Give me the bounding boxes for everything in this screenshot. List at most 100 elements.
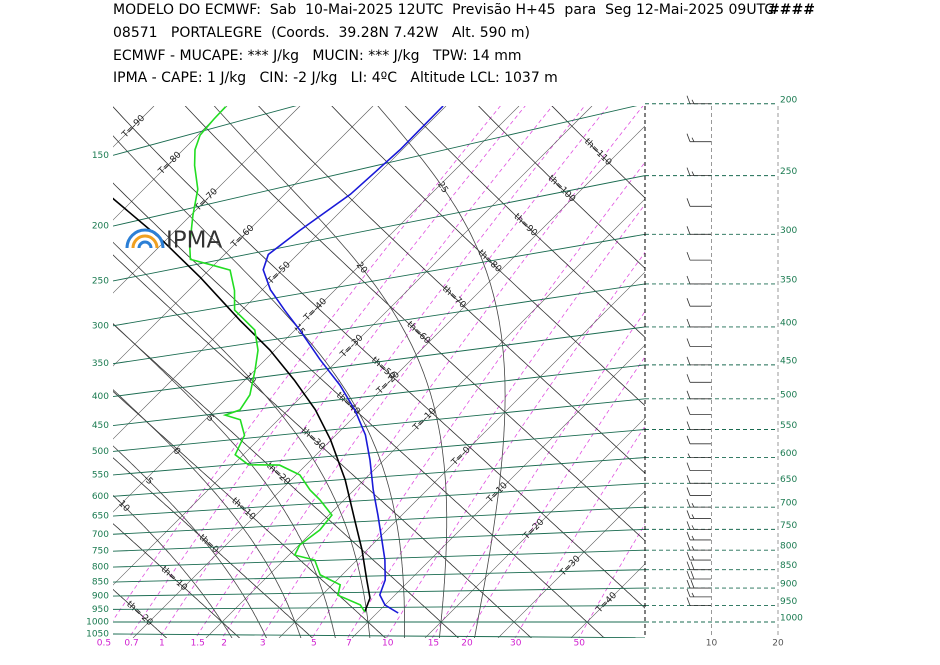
isotherm-label: T=-80 [156, 150, 184, 178]
dry-adiabat [113, 254, 532, 638]
wind-barb [686, 356, 711, 366]
profile-line [113, 197, 371, 613]
pressure-label: 800 [92, 563, 109, 573]
dry-adiabat [113, 106, 645, 609]
profile-line [262, 106, 444, 614]
wind-barb [686, 318, 711, 328]
mixing-ratio-label: 2 [221, 639, 227, 649]
isotherm [113, 106, 447, 440]
dry-adiabat [478, 106, 645, 269]
pressure-label-right: 400 [780, 318, 797, 328]
wind-barb [686, 579, 711, 589]
isotherm [132, 125, 645, 638]
isotherm [424, 417, 645, 638]
wind-barb [686, 298, 711, 307]
wind-barb [687, 453, 711, 458]
moist-adiabat [213, 106, 448, 638]
moist-adiabat-label: 0 [171, 446, 182, 457]
isobar [113, 482, 645, 517]
moist-adiabat [113, 445, 267, 638]
pressure-label: 500 [92, 447, 109, 457]
dry-adiabat-label: th=70 [440, 284, 468, 311]
isobar [113, 528, 645, 552]
pressure-label-right: 550 [780, 421, 797, 431]
dry-adiabat-label: th=60 [404, 320, 432, 347]
wind-barb [686, 531, 711, 541]
pressure-label-right: 600 [780, 449, 797, 459]
dry-adiabat-label: th=50 [369, 355, 397, 382]
header-line: MODELO DO ECMWF: Sab 10-Mai-2025 12UTC P… [113, 2, 774, 18]
moist-adiabat-label: 25 [435, 180, 450, 195]
dry-adiabat [404, 106, 645, 338]
isotherm [113, 106, 374, 367]
mixing-ratio-label: 1 [159, 639, 165, 649]
isotherm [113, 106, 301, 294]
pressure-label-right: 950 [780, 597, 797, 607]
isotherm [113, 106, 520, 513]
mixing-ratio-line [465, 356, 645, 638]
wind-barb [686, 521, 711, 530]
mixing-ratio-label: 20 [461, 639, 473, 649]
pressure-label: 400 [92, 392, 109, 402]
dry-adiabat-label: th=90 [512, 212, 540, 239]
pressure-label: 700 [92, 530, 109, 540]
isobar [113, 175, 645, 282]
pressure-label: 600 [92, 492, 109, 502]
wind-barb [686, 588, 711, 598]
pressure-label: 950 [92, 605, 109, 615]
pressure-label-right: 750 [780, 521, 797, 531]
isotherm [113, 106, 228, 221]
wind-barb [686, 198, 711, 207]
pressure-label-right: 200 [780, 95, 797, 105]
wind-barb [686, 551, 711, 561]
moist-adiabat [113, 241, 371, 638]
pressure-label: 150 [92, 151, 109, 161]
mixing-ratio-label: 3 [260, 639, 266, 649]
mixing-ratio-label: 5 [311, 639, 317, 649]
mixing-ratio-label: 15 [428, 639, 439, 649]
moist-adiabat [113, 135, 405, 638]
mixing-ratio-line [195, 106, 586, 638]
pressure-label: 850 [92, 578, 109, 588]
pressure-label: 300 [92, 321, 109, 331]
wind-barb [686, 510, 711, 519]
mixing-ratio-label: 1.5 [191, 639, 205, 649]
mixing-ratio-label: 50 [574, 639, 586, 649]
dry-adiabat [113, 523, 241, 638]
isotherm-label: T=-50 [265, 260, 293, 288]
header-line: IPMA - CAPE: 1 J/kg CIN: -2 J/kg LI: 4ºC… [113, 70, 558, 86]
isotherm [570, 563, 645, 638]
dry-adiabat-label: th=110 [582, 137, 613, 168]
wind-barb [686, 462, 711, 472]
mixing-ratio-line [347, 203, 645, 638]
mixing-ratio-line [221, 106, 609, 638]
isobar [113, 569, 645, 583]
mixing-ratio-line [514, 425, 645, 638]
pressure-label: 250 [92, 276, 109, 286]
pressure-label-right: 350 [780, 275, 797, 285]
isobar [113, 633, 645, 638]
wind-barb [686, 406, 711, 415]
logo-text: IPMA [166, 228, 222, 254]
pressure-label-right: 900 [780, 580, 797, 590]
pressure-label-right: 800 [780, 542, 797, 552]
isotherm-label: T=-30 [338, 333, 366, 361]
pressure-label: 750 [92, 547, 109, 557]
dry-adiabat-label: th=30 [299, 426, 327, 453]
wind-barb [686, 499, 711, 508]
wind-barb [686, 390, 711, 400]
header: MODELO DO ECMWF: Sab 10-Mai-2025 12UTC P… [113, 2, 815, 86]
wind-barb [686, 561, 711, 571]
isotherm [205, 198, 645, 638]
isotherm-label: T=-90 [120, 113, 148, 141]
dry-adiabat [113, 390, 387, 638]
profile-line [188, 106, 366, 613]
dry-adiabat [331, 106, 645, 407]
pressure-label: 1050 [86, 630, 109, 640]
isobar [113, 398, 645, 452]
pressure-label: 450 [92, 421, 109, 431]
wind-barb [686, 597, 711, 606]
dry-adiabat [113, 323, 460, 638]
mixing-ratio-label: 10 [382, 639, 394, 649]
